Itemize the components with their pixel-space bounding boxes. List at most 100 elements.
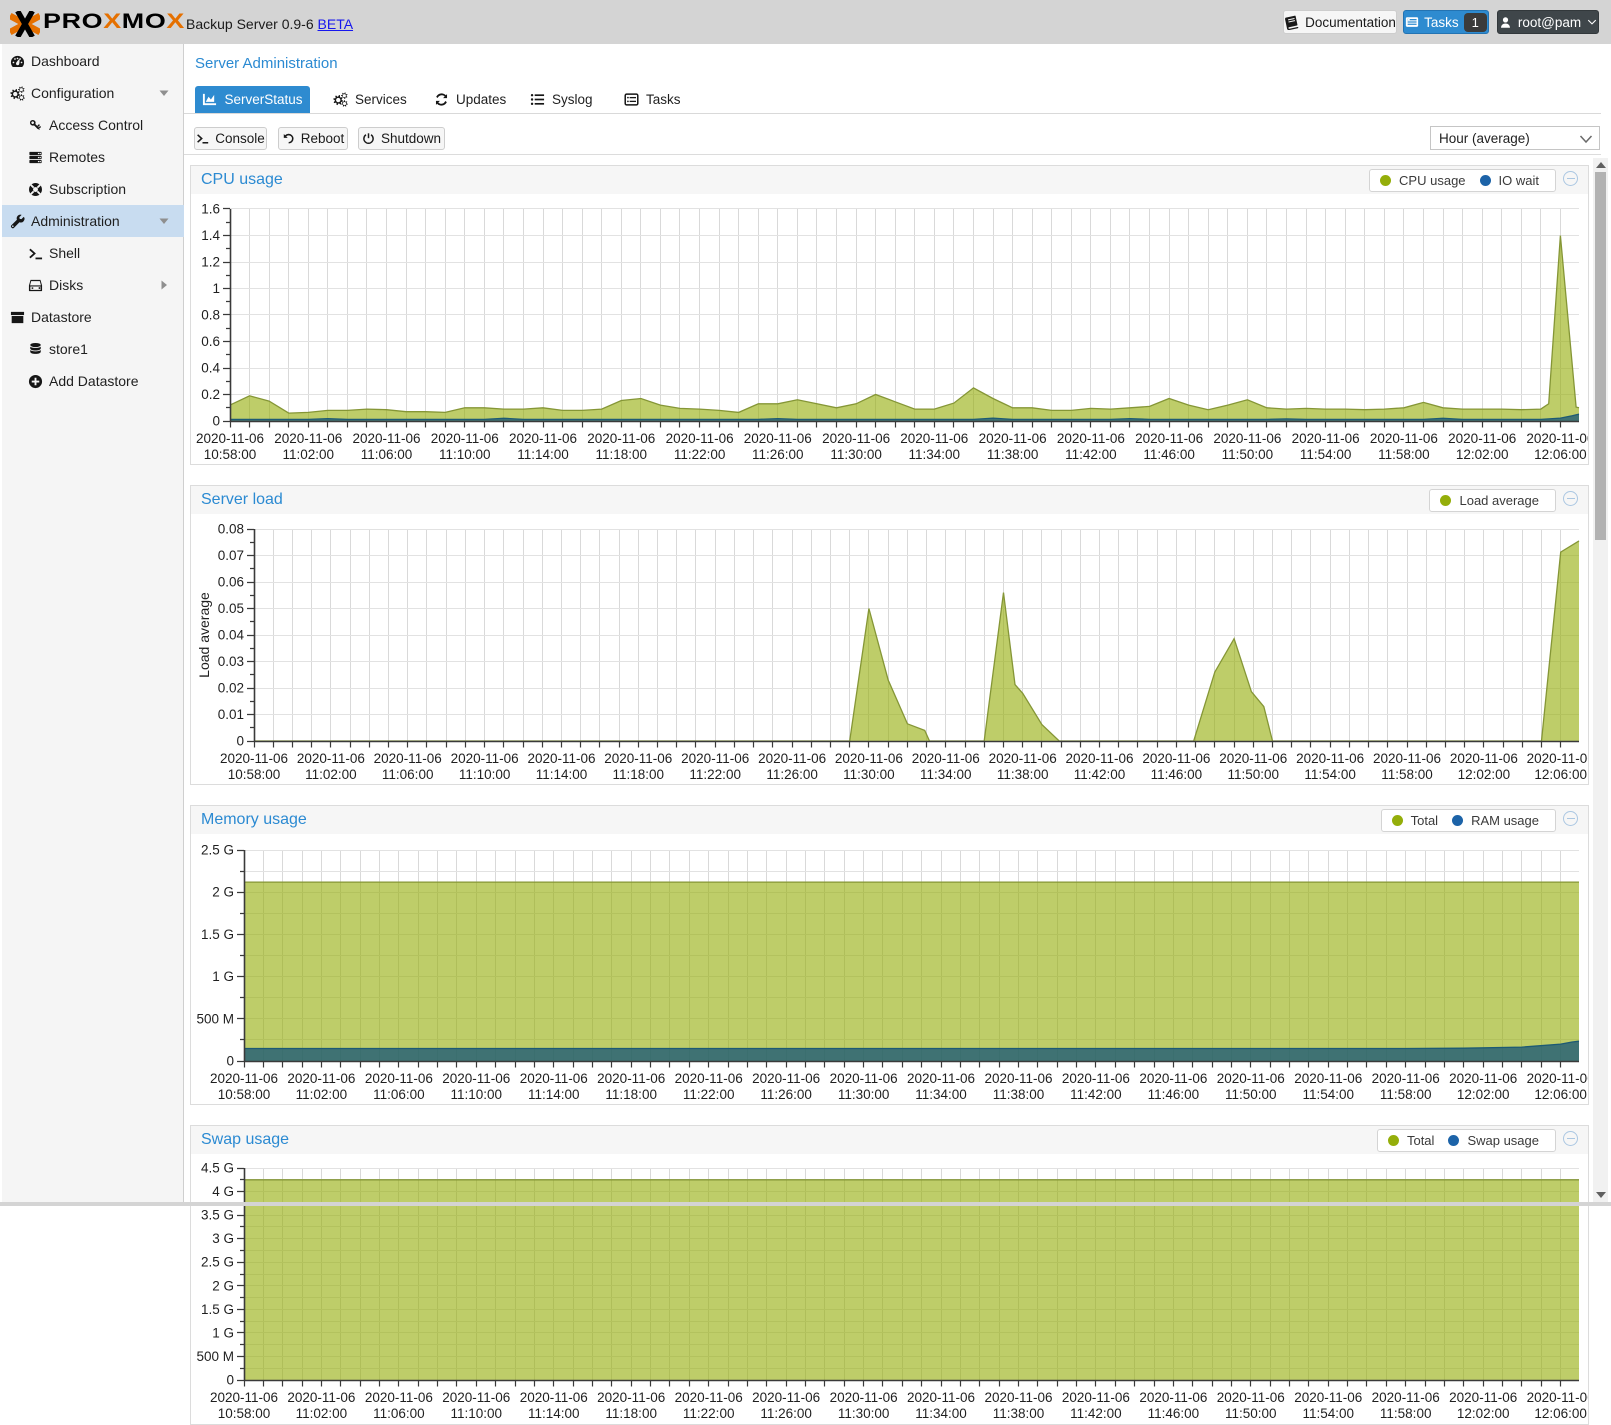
svg-text:500 M: 500 M — [196, 1011, 234, 1026]
svg-text:2020-11-06: 2020-11-06 — [442, 1390, 510, 1405]
svg-text:2020-11-06: 2020-11-06 — [1139, 1071, 1207, 1086]
svg-text:2020-11-06: 2020-11-06 — [830, 1071, 898, 1086]
svg-text:2020-11-06: 2020-11-06 — [1526, 431, 1588, 446]
svg-text:2020-11-06: 2020-11-06 — [912, 751, 980, 766]
svg-text:11:58:00: 11:58:00 — [1378, 447, 1430, 462]
svg-text:11:06:00: 11:06:00 — [373, 1406, 425, 1421]
svg-text:3.5 G: 3.5 G — [201, 1208, 234, 1223]
svg-text:11:10:00: 11:10:00 — [451, 1406, 503, 1421]
svg-text:2020-11-06: 2020-11-06 — [597, 1390, 665, 1405]
svg-text:11:54:00: 11:54:00 — [1303, 1406, 1355, 1421]
svg-text:11:30:00: 11:30:00 — [838, 1087, 890, 1102]
svg-text:2020-11-06: 2020-11-06 — [1065, 751, 1133, 766]
svg-text:11:10:00: 11:10:00 — [439, 447, 491, 462]
svg-text:1.2: 1.2 — [201, 255, 220, 270]
svg-text:2020-11-06: 2020-11-06 — [835, 751, 903, 766]
svg-text:0.04: 0.04 — [218, 628, 245, 643]
svg-text:11:02:00: 11:02:00 — [283, 447, 335, 462]
svg-text:0: 0 — [236, 734, 244, 749]
svg-text:2020-11-06: 2020-11-06 — [675, 1390, 743, 1405]
svg-text:11:38:00: 11:38:00 — [987, 447, 1039, 462]
svg-text:500 M: 500 M — [196, 1349, 234, 1364]
svg-text:11:02:00: 11:02:00 — [305, 767, 357, 782]
svg-text:11:30:00: 11:30:00 — [843, 767, 895, 782]
svg-text:11:50:00: 11:50:00 — [1225, 1087, 1277, 1102]
svg-text:2020-11-06: 2020-11-06 — [907, 1071, 975, 1086]
svg-text:2020-11-06: 2020-11-06 — [1294, 1390, 1362, 1405]
svg-text:2020-11-06: 2020-11-06 — [1062, 1390, 1130, 1405]
svg-text:2020-11-06: 2020-11-06 — [758, 751, 826, 766]
svg-text:1 G: 1 G — [212, 969, 234, 984]
svg-text:11:22:00: 11:22:00 — [683, 1087, 735, 1102]
svg-text:11:18:00: 11:18:00 — [596, 447, 648, 462]
svg-text:0.4: 0.4 — [201, 361, 220, 376]
svg-text:1.5 G: 1.5 G — [201, 1302, 234, 1317]
svg-text:2.5 G: 2.5 G — [201, 843, 234, 858]
svg-text:1.5 G: 1.5 G — [201, 927, 234, 942]
svg-text:11:50:00: 11:50:00 — [1222, 447, 1274, 462]
svg-text:11:18:00: 11:18:00 — [605, 1406, 657, 1421]
svg-text:2020-11-06: 2020-11-06 — [1449, 1390, 1517, 1405]
svg-text:2.5 G: 2.5 G — [201, 1255, 234, 1270]
svg-text:11:54:00: 11:54:00 — [1303, 1087, 1355, 1102]
svg-text:11:38:00: 11:38:00 — [993, 1406, 1045, 1421]
svg-text:11:22:00: 11:22:00 — [674, 447, 726, 462]
svg-text:2020-11-06: 2020-11-06 — [1296, 751, 1364, 766]
svg-text:2020-11-06: 2020-11-06 — [1142, 751, 1210, 766]
svg-text:2020-11-06: 2020-11-06 — [900, 431, 968, 446]
svg-text:2 G: 2 G — [212, 1278, 234, 1293]
svg-text:11:02:00: 11:02:00 — [296, 1087, 348, 1102]
svg-text:0.06: 0.06 — [218, 575, 244, 590]
svg-text:12:06:00: 12:06:00 — [1534, 767, 1587, 782]
svg-text:2020-11-06: 2020-11-06 — [1135, 431, 1203, 446]
svg-text:11:14:00: 11:14:00 — [517, 447, 569, 462]
svg-text:2020-11-06: 2020-11-06 — [374, 751, 442, 766]
svg-text:2020-11-06: 2020-11-06 — [1217, 1390, 1285, 1405]
svg-text:1.6: 1.6 — [201, 202, 220, 217]
svg-text:12:06:00: 12:06:00 — [1534, 447, 1587, 462]
svg-text:2020-11-06: 2020-11-06 — [604, 751, 672, 766]
svg-text:11:38:00: 11:38:00 — [997, 767, 1049, 782]
svg-text:12:02:00: 12:02:00 — [1457, 1087, 1510, 1102]
svg-text:0.8: 0.8 — [201, 308, 220, 323]
svg-text:2020-11-06: 2020-11-06 — [210, 1071, 278, 1086]
svg-text:11:14:00: 11:14:00 — [536, 767, 588, 782]
svg-text:2020-11-06: 2020-11-06 — [509, 431, 577, 446]
svg-text:2020-11-06: 2020-11-06 — [1450, 751, 1518, 766]
svg-text:2020-11-06: 2020-11-06 — [1372, 1390, 1440, 1405]
svg-text:2020-11-06: 2020-11-06 — [666, 431, 734, 446]
svg-text:2020-11-06: 2020-11-06 — [365, 1390, 433, 1405]
svg-text:2 G: 2 G — [212, 885, 234, 900]
svg-text:2020-11-06: 2020-11-06 — [830, 1390, 898, 1405]
svg-text:2020-11-06: 2020-11-06 — [1370, 431, 1438, 446]
svg-text:2020-11-06: 2020-11-06 — [675, 1071, 743, 1086]
svg-text:11:38:00: 11:38:00 — [993, 1087, 1045, 1102]
svg-text:2020-11-06: 2020-11-06 — [451, 751, 519, 766]
svg-text:11:10:00: 11:10:00 — [459, 767, 511, 782]
svg-text:2020-11-06: 2020-11-06 — [1213, 431, 1281, 446]
svg-text:2020-11-06: 2020-11-06 — [681, 751, 749, 766]
svg-text:2020-11-06: 2020-11-06 — [287, 1071, 355, 1086]
svg-text:0.01: 0.01 — [218, 707, 244, 722]
svg-text:0.07: 0.07 — [218, 548, 244, 563]
svg-text:2020-11-06: 2020-11-06 — [1139, 1390, 1207, 1405]
svg-text:1: 1 — [212, 281, 220, 296]
svg-text:0.05: 0.05 — [218, 601, 244, 616]
svg-text:2020-11-06: 2020-11-06 — [1449, 1071, 1517, 1086]
svg-text:2020-11-06: 2020-11-06 — [220, 751, 288, 766]
svg-text:2020-11-06: 2020-11-06 — [1527, 751, 1588, 766]
svg-text:2020-11-06: 2020-11-06 — [527, 751, 595, 766]
svg-text:2020-11-06: 2020-11-06 — [1527, 1390, 1588, 1405]
svg-text:2020-11-06: 2020-11-06 — [984, 1071, 1052, 1086]
svg-text:11:22:00: 11:22:00 — [689, 767, 741, 782]
svg-text:11:26:00: 11:26:00 — [760, 1087, 812, 1102]
svg-text:2020-11-06: 2020-11-06 — [1292, 431, 1360, 446]
svg-text:2020-11-06: 2020-11-06 — [196, 431, 264, 446]
svg-text:0.02: 0.02 — [218, 681, 244, 696]
svg-text:11:18:00: 11:18:00 — [605, 1087, 657, 1102]
svg-text:11:34:00: 11:34:00 — [915, 1087, 967, 1102]
svg-text:2020-11-06: 2020-11-06 — [597, 1071, 665, 1086]
svg-text:2020-11-06: 2020-11-06 — [274, 431, 342, 446]
svg-text:11:54:00: 11:54:00 — [1300, 447, 1352, 462]
svg-text:2020-11-06: 2020-11-06 — [1294, 1071, 1362, 1086]
